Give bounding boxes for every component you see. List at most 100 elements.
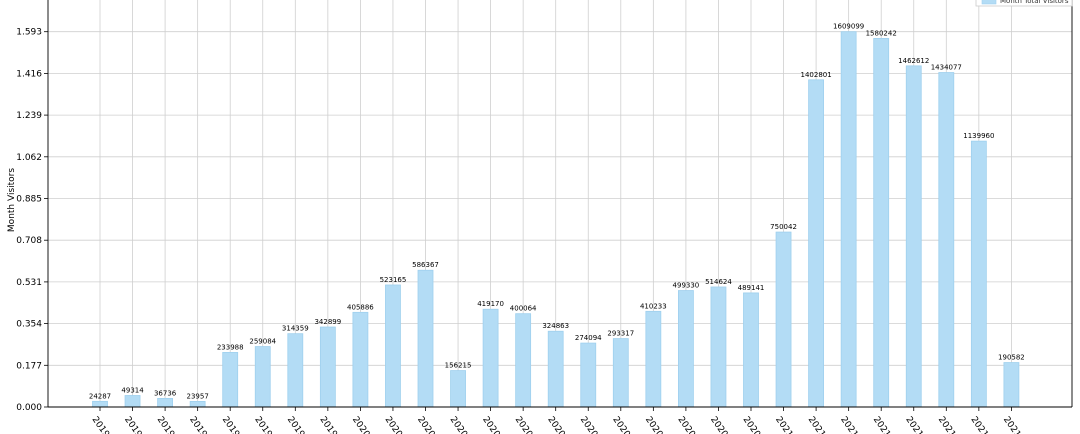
x-tick-label: 2019- — [122, 415, 145, 434]
x-tick-label: 2019- — [252, 415, 275, 434]
bar-value-label: 36736 — [154, 389, 177, 397]
x-tick-label: 2020- — [741, 415, 764, 434]
x-tick-label: 2019- — [155, 415, 178, 434]
bar — [678, 290, 694, 408]
bar-value-label: 1609099 — [833, 23, 864, 31]
bar-value-label: 342899 — [314, 318, 341, 326]
bar — [710, 286, 727, 408]
x-tick-label: 2019- — [187, 415, 210, 434]
x-tick-label: 2021- — [838, 415, 861, 434]
x-tick-label: 2019- — [285, 415, 308, 434]
bar-value-label: 156215 — [445, 362, 472, 370]
bar — [254, 346, 271, 408]
x-tick-label: 2020- — [675, 415, 698, 434]
y-tick-label: 0.885 — [16, 195, 42, 205]
x-tick-label: 2020- — [448, 415, 471, 434]
bar-value-label: 274094 — [575, 334, 602, 342]
bar — [905, 65, 922, 408]
x-tick-label: 2021- — [806, 415, 829, 434]
bar-value-label: 489141 — [738, 284, 765, 292]
x-tick-label: 2021- — [968, 415, 991, 434]
bar — [612, 338, 629, 408]
bar — [352, 311, 369, 408]
bar — [840, 31, 857, 408]
bar-value-label: 324863 — [542, 322, 569, 330]
y-tick-label: 1.062 — [16, 153, 42, 163]
y-tick-label: 0.531 — [16, 278, 42, 288]
bar — [873, 38, 890, 408]
bar-value-label: 499330 — [673, 282, 700, 290]
bar-value-label: 190582 — [998, 354, 1025, 362]
x-tick-label: 2020- — [578, 415, 601, 434]
bar-value-label: 23957 — [187, 392, 209, 400]
bar — [157, 398, 174, 408]
x-tick-label: 2021- — [871, 415, 894, 434]
bar-value-label: 24287 — [89, 392, 111, 400]
bar — [417, 269, 434, 408]
bar-value-label: 514624 — [705, 278, 732, 286]
bar-value-label: 233988 — [217, 343, 244, 351]
x-tick-label: 2019- — [317, 415, 340, 434]
bar — [92, 400, 108, 408]
x-tick-label: 2019- — [90, 415, 113, 434]
bar — [515, 313, 532, 408]
bar-value-label: 419170 — [477, 300, 504, 308]
bar-value-label: 259084 — [249, 338, 276, 346]
bar-value-label: 400064 — [510, 305, 537, 313]
bar — [287, 333, 304, 408]
y-tick-label: 0.708 — [16, 236, 42, 246]
bar-labels: 24287 49314 36736 23957 233988 259084 314359 34… — [89, 23, 1025, 401]
x-tick-label: 2020- — [545, 415, 568, 434]
bar — [450, 370, 466, 408]
bar — [743, 292, 759, 408]
x-tick-label: 2020- — [513, 415, 536, 434]
bar — [645, 310, 662, 408]
bar — [808, 79, 824, 408]
y-tick-label: 1.239 — [16, 111, 42, 121]
bar-value-label: 1139960 — [963, 132, 994, 140]
bar-value-label: 405886 — [347, 303, 374, 311]
x-tick-label: 2020- — [415, 415, 438, 434]
bar — [938, 72, 955, 408]
bar — [1003, 362, 1020, 408]
bar-value-label: 523165 — [380, 276, 407, 284]
x-tick-label: 2021- — [936, 415, 959, 434]
y-tick-label: 1.416 — [16, 69, 42, 79]
x-tick-label: 2020- — [708, 415, 731, 434]
bar — [385, 284, 401, 408]
bar-value-label: 410233 — [640, 302, 667, 310]
x-tick-label: 2020- — [382, 415, 405, 434]
x-tick-label: 2020- — [480, 415, 503, 434]
y-tick-label: 0.000 — [16, 403, 42, 413]
bar-value-label: 293317 — [607, 330, 634, 338]
x-tick-label: 2020- — [643, 415, 666, 434]
x-tick-label: 2021- — [1001, 415, 1024, 434]
bar — [775, 231, 792, 408]
bar-value-label: 750042 — [770, 223, 797, 231]
x-tick-label: 2020- — [350, 415, 373, 434]
x-tick-label: 2019- — [220, 415, 243, 434]
x-tick-label: 2021- — [903, 415, 926, 434]
bar-value-label: 314359 — [282, 325, 309, 333]
bar-value-label: 1434077 — [931, 64, 962, 72]
legend: Month Total Visitors — [975, 0, 1073, 7]
x-tick-label: 2021- — [773, 415, 796, 434]
legend-label: Month Total Visitors — [1000, 0, 1069, 5]
bar — [547, 330, 564, 408]
bar — [319, 326, 336, 408]
bar — [222, 352, 239, 408]
bar — [580, 342, 597, 408]
y-axis-label: Month Visitors — [7, 168, 17, 232]
bar-value-label: 49314 — [121, 386, 144, 394]
y-tick-label: 0.354 — [16, 320, 42, 330]
bar — [189, 401, 206, 408]
bar-value-label: 1580242 — [866, 29, 897, 37]
bar-value-label: 586367 — [412, 261, 439, 269]
x-tick-label: 2020- — [610, 415, 633, 434]
y-tick-label: 1.593 — [16, 28, 42, 38]
bar — [124, 395, 141, 408]
y-tick-label: 0.177 — [16, 361, 42, 371]
bar-value-label: 1402801 — [801, 71, 832, 79]
